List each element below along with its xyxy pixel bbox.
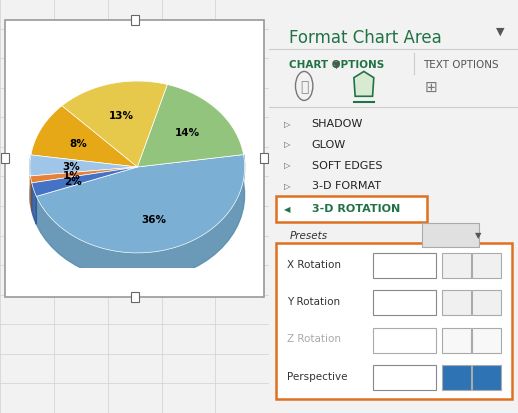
Text: 0.1°: 0.1° (394, 371, 415, 381)
Text: ▷: ▷ (284, 140, 291, 149)
Text: 3%: 3% (62, 161, 80, 172)
Polygon shape (354, 72, 374, 97)
Polygon shape (36, 155, 244, 253)
Polygon shape (31, 176, 32, 211)
Text: ▼: ▼ (496, 27, 505, 37)
Text: ↺: ↺ (454, 297, 463, 306)
FancyBboxPatch shape (373, 291, 437, 316)
FancyBboxPatch shape (276, 197, 427, 223)
Text: 8%: 8% (69, 139, 87, 149)
Text: ▼: ▼ (433, 302, 437, 307)
Text: CHART OPTIONS: CHART OPTIONS (289, 60, 384, 70)
Text: 14%: 14% (175, 128, 200, 138)
Text: ▼: ▼ (433, 377, 437, 382)
FancyBboxPatch shape (131, 16, 139, 26)
Text: Perspective: Perspective (287, 371, 347, 381)
Text: ↻: ↻ (483, 334, 493, 344)
Text: 1%: 1% (63, 170, 80, 180)
FancyBboxPatch shape (260, 154, 268, 164)
Text: TEXT OPTIONS: TEXT OPTIONS (424, 60, 499, 70)
FancyBboxPatch shape (471, 291, 501, 316)
FancyBboxPatch shape (471, 365, 501, 390)
FancyBboxPatch shape (442, 365, 471, 390)
Text: ▷: ▷ (284, 161, 291, 170)
Text: ▼: ▼ (433, 265, 437, 270)
Text: ▲: ▲ (433, 259, 437, 263)
Text: 0°: 0° (394, 334, 406, 344)
FancyBboxPatch shape (276, 244, 512, 399)
Text: Z Rotation: Z Rotation (287, 334, 341, 344)
Text: ▼: ▼ (289, 60, 340, 70)
Polygon shape (31, 168, 137, 183)
FancyBboxPatch shape (373, 365, 437, 390)
Text: 3-D FORMAT: 3-D FORMAT (312, 181, 381, 191)
Text: ▼: ▼ (484, 371, 493, 381)
FancyBboxPatch shape (5, 21, 264, 297)
Text: ▼: ▼ (475, 231, 481, 240)
Polygon shape (32, 183, 36, 225)
Text: ▼: ▼ (433, 339, 437, 344)
Polygon shape (31, 107, 137, 168)
Text: ⊞: ⊞ (425, 79, 437, 94)
Text: Format Chart Area: Format Chart Area (289, 29, 442, 47)
Polygon shape (62, 82, 167, 168)
Text: SOFT EDGES: SOFT EDGES (312, 160, 382, 170)
FancyBboxPatch shape (442, 328, 471, 353)
Text: ⬦: ⬦ (300, 80, 308, 94)
Text: Presets: Presets (289, 230, 327, 240)
FancyBboxPatch shape (373, 254, 437, 278)
FancyBboxPatch shape (442, 291, 471, 316)
Text: ◀: ◀ (284, 204, 291, 213)
Polygon shape (30, 156, 137, 176)
Text: GLOW: GLOW (312, 140, 346, 150)
FancyBboxPatch shape (471, 254, 501, 278)
Text: 36%: 36% (141, 214, 166, 224)
Text: ▲: ▲ (433, 296, 437, 301)
Text: 200°: 200° (394, 259, 419, 269)
FancyBboxPatch shape (422, 224, 480, 248)
Polygon shape (36, 155, 244, 281)
Polygon shape (30, 156, 31, 204)
Text: 2%: 2% (64, 177, 82, 187)
Text: 30°: 30° (394, 297, 412, 306)
Text: ↺: ↺ (454, 334, 463, 344)
Text: ↻: ↻ (483, 259, 493, 269)
FancyBboxPatch shape (2, 154, 9, 164)
Text: SHADOW: SHADOW (312, 119, 363, 129)
FancyBboxPatch shape (131, 292, 139, 302)
Text: ↺: ↺ (454, 259, 463, 269)
Polygon shape (32, 168, 137, 197)
Text: ▷: ▷ (284, 181, 291, 190)
Text: ▲: ▲ (433, 333, 437, 338)
FancyBboxPatch shape (373, 328, 437, 353)
Text: ▲: ▲ (433, 370, 437, 375)
Text: Y Rotation: Y Rotation (287, 297, 340, 306)
Text: ↻: ↻ (483, 297, 493, 306)
FancyBboxPatch shape (442, 254, 471, 278)
Polygon shape (137, 85, 243, 168)
Text: ▷: ▷ (284, 119, 291, 128)
Text: X Rotation: X Rotation (287, 259, 341, 269)
FancyBboxPatch shape (471, 328, 501, 353)
Text: 13%: 13% (108, 111, 134, 121)
Text: ▲: ▲ (454, 371, 463, 381)
Text: 3-D ROTATION: 3-D ROTATION (312, 204, 400, 214)
